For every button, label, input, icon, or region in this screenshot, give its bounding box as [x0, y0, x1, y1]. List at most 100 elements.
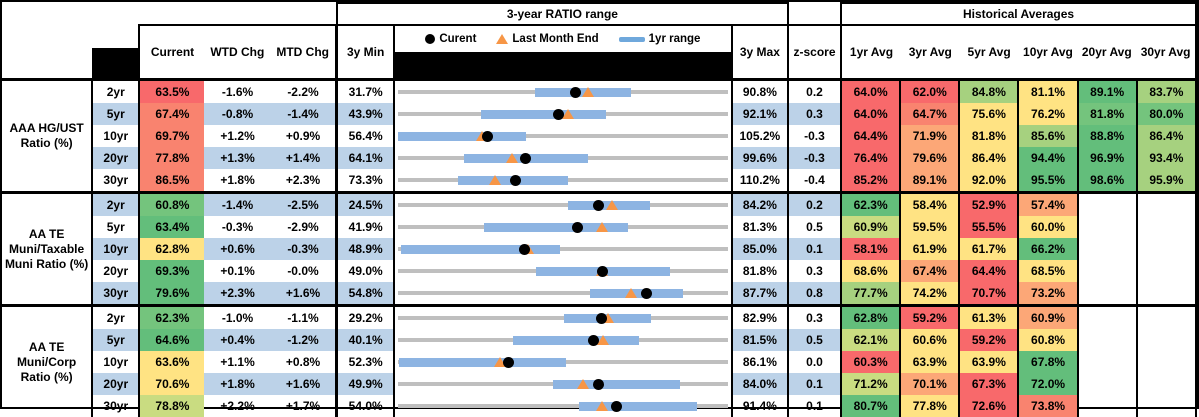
label-col-blank — [2, 25, 92, 80]
cell-tenor: 2yr — [92, 193, 139, 217]
cell-current: 86.5% — [139, 169, 204, 193]
cell-mtd-chg: -2.5% — [271, 193, 337, 217]
cell-3y-min: 48.9% — [337, 238, 394, 260]
cell-3y-max: 110.2% — [732, 169, 788, 193]
cell-avg-10yr: 68.5% — [1018, 260, 1077, 282]
cell-avg-5yr: 84.8% — [959, 80, 1018, 104]
cell-avg-10yr: 66.2% — [1018, 238, 1077, 260]
current-marker — [510, 175, 521, 186]
range-chart — [398, 351, 728, 373]
cell-current: 63.4% — [139, 216, 204, 238]
cell-avg-5yr: 61.7% — [959, 238, 1018, 260]
cell-avg-10yr: 85.6% — [1018, 125, 1077, 147]
range-section-title: 3-year RATIO range — [337, 3, 788, 25]
cell-3y-max: 91.4% — [732, 395, 788, 417]
range-chart — [398, 147, 728, 169]
cell-avg-20yr — [1078, 260, 1137, 282]
cell-range-chart — [394, 238, 732, 260]
range-chart — [398, 395, 728, 417]
cell-mtd-chg: +1.6% — [271, 373, 337, 395]
cell-3y-min: 52.3% — [337, 351, 394, 373]
cell-mtd-chg: -0.3% — [271, 238, 337, 260]
range-chart — [398, 329, 728, 351]
cell-mtd-chg: +2.3% — [271, 169, 337, 193]
cell-3y-min: 43.9% — [337, 103, 394, 125]
cell-avg-1yr: 58.1% — [841, 238, 900, 260]
3y-range-track — [398, 203, 728, 207]
legend-last-month-end: Last Month End — [496, 33, 598, 45]
cell-avg-1yr: 77.7% — [841, 282, 900, 306]
last-month-triangle-icon — [496, 34, 508, 44]
cell-tenor: 30yr — [92, 395, 139, 417]
cell-mtd-chg: +1.4% — [271, 147, 337, 169]
cell-tenor: 5yr — [92, 329, 139, 351]
value-cols-header: Current WTD Chg MTD Chg — [139, 25, 337, 80]
cell-avg-3yr: 71.9% — [900, 125, 959, 147]
cell-3y-max: 82.9% — [732, 306, 788, 330]
cell-avg-5yr: 81.8% — [959, 125, 1018, 147]
cell-range-chart — [394, 260, 732, 282]
cell-tenor: 20yr — [92, 260, 139, 282]
cell-tenor: 30yr — [92, 282, 139, 306]
cell-range-chart — [394, 329, 732, 351]
col-header-3y-max: 3y Max — [732, 25, 788, 80]
cell-zscore: -0.3 — [788, 125, 841, 147]
cell-avg-20yr — [1078, 306, 1137, 330]
cell-3y-min: 64.1% — [337, 147, 394, 169]
cell-current: 67.4% — [139, 103, 204, 125]
current-marker — [519, 244, 530, 255]
cell-avg-3yr: 61.9% — [900, 238, 959, 260]
current-marker — [572, 222, 583, 233]
col-header-current: Current — [140, 45, 204, 59]
cell-range-chart — [394, 373, 732, 395]
cell-tenor: 10yr — [92, 238, 139, 260]
cell-avg-10yr: 72.0% — [1018, 373, 1077, 395]
cell-3y-min: 49.9% — [337, 373, 394, 395]
range-chart — [398, 373, 728, 395]
cell-range-chart — [394, 216, 732, 238]
legend-black-bar — [395, 52, 731, 78]
cell-avg-10yr: 60.8% — [1018, 329, 1077, 351]
last-month-end-marker — [625, 288, 637, 298]
current-marker — [593, 200, 604, 211]
cell-avg-20yr: 81.8% — [1078, 103, 1137, 125]
cell-avg-1yr: 71.2% — [841, 373, 900, 395]
avg-col-header: 1yr Avg — [842, 45, 901, 59]
chart-header: Curent Last Month End 1yr range — [394, 25, 732, 80]
last-month-end-marker — [596, 401, 608, 411]
cell-avg-3yr: 70.1% — [900, 373, 959, 395]
cell-zscore: 0.1 — [788, 373, 841, 395]
range-chart — [398, 307, 728, 329]
cell-current: 60.8% — [139, 193, 204, 217]
cell-avg-30yr: 83.7% — [1137, 80, 1196, 104]
cell-avg-20yr — [1078, 282, 1137, 306]
cell-avg-30yr — [1137, 395, 1196, 417]
cell-avg-3yr: 67.4% — [900, 260, 959, 282]
cell-avg-5yr: 86.4% — [959, 147, 1018, 169]
cell-wtd-chg: +0.1% — [204, 260, 270, 282]
cell-wtd-chg: +2.3% — [204, 282, 270, 306]
cell-tenor: 10yr — [92, 351, 139, 373]
cell-avg-30yr — [1137, 260, 1196, 282]
last-month-end-marker — [577, 379, 589, 389]
cell-tenor: 30yr — [92, 169, 139, 193]
cell-wtd-chg: +0.4% — [204, 329, 270, 351]
cell-tenor: 10yr — [92, 125, 139, 147]
cell-3y-max: 84.0% — [732, 373, 788, 395]
cell-range-chart — [394, 125, 732, 147]
cell-tenor: 20yr — [92, 373, 139, 395]
range-chart — [398, 125, 728, 147]
cell-avg-1yr: 64.4% — [841, 125, 900, 147]
current-marker — [641, 288, 652, 299]
cell-mtd-chg: -2.2% — [271, 80, 337, 104]
cell-avg-3yr: 77.8% — [900, 395, 959, 417]
top-left-blank — [2, 3, 337, 25]
cell-current: 69.7% — [139, 125, 204, 147]
cell-wtd-chg: -1.4% — [204, 193, 270, 217]
current-marker — [597, 266, 608, 277]
cell-3y-min: 49.0% — [337, 260, 394, 282]
